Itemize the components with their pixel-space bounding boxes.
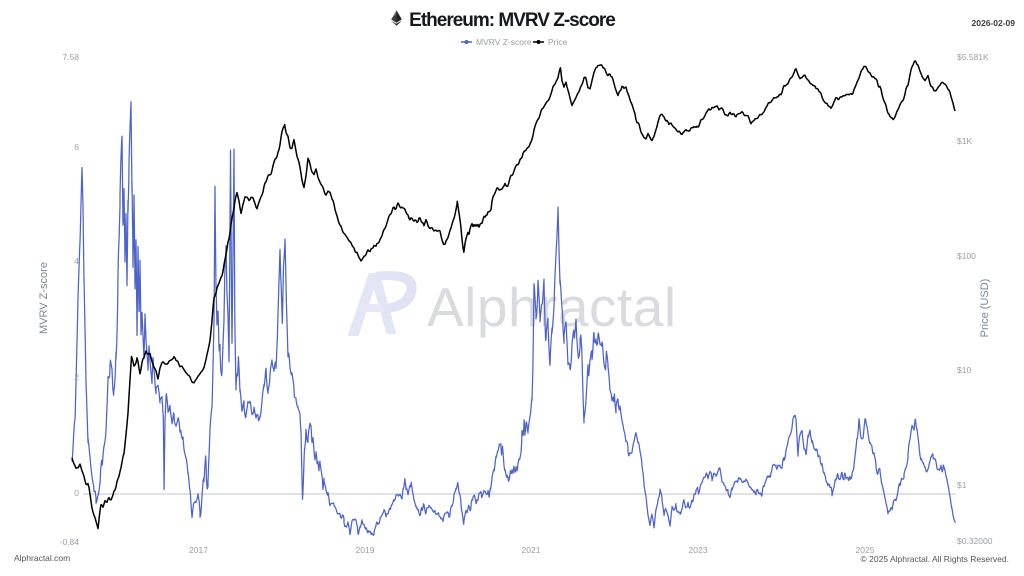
svg-text:2026-02-09: 2026-02-09 bbox=[972, 18, 1016, 28]
svg-text:$10: $10 bbox=[957, 365, 971, 375]
svg-text:0: 0 bbox=[74, 488, 79, 498]
svg-text:2019: 2019 bbox=[356, 545, 375, 555]
svg-text:MVRV Z-score: MVRV Z-score bbox=[38, 262, 50, 334]
svg-text:Alphractal.com: Alphractal.com bbox=[14, 553, 70, 563]
svg-text:Price: Price bbox=[548, 37, 568, 47]
svg-text:2025: 2025 bbox=[856, 545, 875, 555]
svg-text:$1K: $1K bbox=[957, 136, 972, 146]
svg-text:MVRV Z-score: MVRV Z-score bbox=[476, 37, 532, 47]
svg-text:2017: 2017 bbox=[189, 545, 208, 555]
svg-text:$100: $100 bbox=[957, 251, 976, 261]
svg-text:Price (USD): Price (USD) bbox=[979, 279, 991, 338]
svg-text:4: 4 bbox=[74, 256, 79, 266]
svg-text:6: 6 bbox=[74, 142, 79, 152]
svg-text:$5.581K: $5.581K bbox=[957, 52, 989, 62]
svg-text:2021: 2021 bbox=[522, 545, 541, 555]
svg-text:2: 2 bbox=[74, 372, 79, 382]
svg-text:Ethereum: MVRV Z-score: Ethereum: MVRV Z-score bbox=[409, 10, 615, 31]
svg-text:7.58: 7.58 bbox=[62, 52, 79, 62]
svg-text:© 2025 Alphractal. All Rights: © 2025 Alphractal. All Rights Reserved. bbox=[861, 554, 1009, 564]
svg-text:2023: 2023 bbox=[689, 545, 708, 555]
svg-text:$0.32000: $0.32000 bbox=[957, 536, 993, 546]
svg-text:-0.84: -0.84 bbox=[60, 537, 80, 547]
svg-text:$1: $1 bbox=[957, 480, 967, 490]
